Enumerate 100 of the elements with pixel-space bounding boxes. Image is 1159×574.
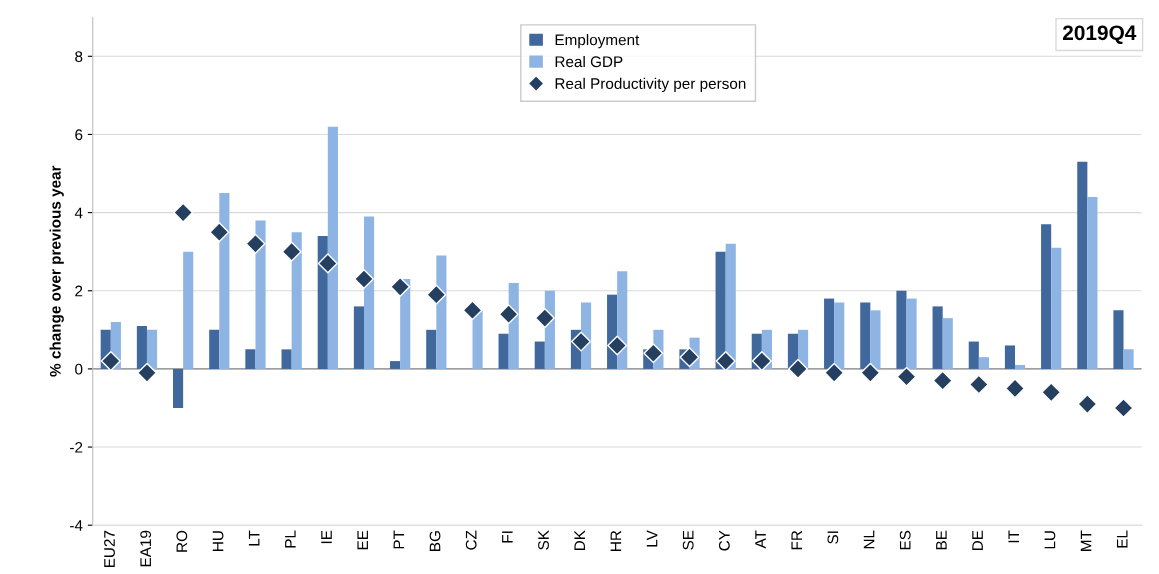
x-tick-label: EU27 bbox=[104, 530, 115, 568]
x-tick-label: RO bbox=[176, 530, 188, 552]
point bbox=[426, 284, 447, 305]
point bbox=[462, 300, 483, 321]
x-tick-label: AT bbox=[755, 530, 766, 549]
point bbox=[390, 276, 411, 297]
point bbox=[607, 335, 628, 356]
y-tick-label: -4 bbox=[70, 520, 83, 531]
y-tick-label: 2 bbox=[75, 285, 83, 297]
x-tick-label: FR bbox=[791, 530, 802, 550]
point bbox=[1005, 378, 1026, 399]
x-tick-label: CZ bbox=[465, 530, 477, 550]
point bbox=[1113, 397, 1134, 418]
bar bbox=[896, 290, 907, 369]
legend-label: Real GDP bbox=[555, 55, 623, 68]
x-tick-label: DK bbox=[574, 530, 585, 551]
point bbox=[317, 253, 338, 274]
bar bbox=[942, 318, 953, 369]
x-tick-label: IT bbox=[1008, 530, 1019, 543]
bar bbox=[281, 349, 292, 369]
x-tick-label: IE bbox=[321, 530, 332, 544]
bar bbox=[715, 251, 726, 369]
bar bbox=[136, 325, 147, 369]
point bbox=[824, 362, 845, 383]
bar bbox=[725, 243, 736, 369]
bar bbox=[327, 126, 338, 369]
bar bbox=[291, 232, 302, 369]
annotation: 2019Q4 bbox=[1062, 25, 1137, 45]
y-tick-label: 4 bbox=[74, 207, 83, 219]
point bbox=[751, 351, 772, 372]
point bbox=[209, 222, 230, 243]
x-tick-label: SI bbox=[827, 531, 839, 544]
x-tick-label: DE bbox=[972, 530, 983, 551]
point bbox=[353, 269, 374, 290]
x-tick-label: NL bbox=[863, 530, 875, 549]
bar bbox=[1113, 310, 1124, 369]
x-tick-label: LV bbox=[646, 530, 658, 547]
legend-label: Real Productivity per person bbox=[555, 77, 746, 93]
bar bbox=[978, 357, 989, 369]
x-tick-label: HR bbox=[610, 530, 622, 551]
point bbox=[643, 343, 664, 364]
x-tick-label: EE bbox=[357, 530, 368, 550]
point bbox=[679, 347, 700, 368]
y-axis-title: % change over previous year bbox=[49, 165, 64, 377]
bar bbox=[472, 310, 483, 369]
y-tick-label: 8 bbox=[75, 51, 83, 62]
y-tick-label: 6 bbox=[75, 129, 83, 141]
x-tick-label: LU bbox=[1044, 531, 1056, 549]
bar bbox=[1015, 365, 1026, 369]
point bbox=[896, 366, 917, 387]
bar bbox=[1077, 161, 1088, 369]
point bbox=[534, 308, 555, 329]
point bbox=[787, 358, 809, 379]
bar bbox=[255, 220, 266, 369]
point bbox=[245, 233, 266, 254]
point bbox=[1077, 394, 1098, 415]
x-tick-label: BG bbox=[429, 531, 441, 551]
x-tick-label: EA19 bbox=[140, 530, 152, 567]
bar bbox=[317, 236, 328, 369]
x-tick-label: PL bbox=[285, 530, 296, 548]
bar bbox=[824, 298, 835, 369]
point bbox=[136, 362, 157, 383]
x-tick-label: EL bbox=[1116, 530, 1128, 548]
bar bbox=[870, 310, 881, 369]
bar bbox=[173, 368, 184, 408]
bar bbox=[426, 329, 437, 369]
bar bbox=[1041, 224, 1052, 369]
x-tick-label: CY bbox=[718, 530, 730, 551]
x-tick-label: SK bbox=[538, 530, 549, 550]
bar bbox=[353, 306, 364, 369]
x-tick-label: MT bbox=[1080, 530, 1092, 551]
bar bbox=[363, 216, 375, 369]
x-tick-label: SE bbox=[682, 530, 694, 550]
bar bbox=[906, 298, 917, 369]
legend-label: Employment bbox=[555, 34, 640, 49]
bar bbox=[834, 302, 845, 369]
x-tick-label: BE bbox=[936, 530, 947, 550]
y-tick-label: -2 bbox=[70, 441, 83, 453]
x-tick-label: PT bbox=[393, 530, 405, 549]
bar bbox=[860, 302, 871, 369]
bar bbox=[968, 341, 979, 369]
x-tick-label: FI bbox=[502, 531, 513, 543]
point bbox=[1041, 382, 1062, 403]
point bbox=[932, 370, 953, 391]
point bbox=[498, 304, 519, 325]
bar bbox=[1051, 247, 1062, 369]
bar bbox=[219, 193, 230, 369]
bar bbox=[390, 361, 401, 369]
bar bbox=[498, 333, 509, 369]
point bbox=[100, 351, 121, 372]
x-tick-label: ES bbox=[899, 530, 911, 550]
point bbox=[570, 331, 592, 352]
bar bbox=[534, 341, 545, 369]
bar bbox=[146, 329, 158, 369]
point bbox=[860, 362, 881, 383]
x-tick-label: HU bbox=[212, 531, 224, 551]
bar bbox=[932, 306, 943, 369]
x-tick-label: LT bbox=[248, 530, 260, 546]
point bbox=[968, 374, 989, 395]
bar bbox=[245, 349, 256, 369]
